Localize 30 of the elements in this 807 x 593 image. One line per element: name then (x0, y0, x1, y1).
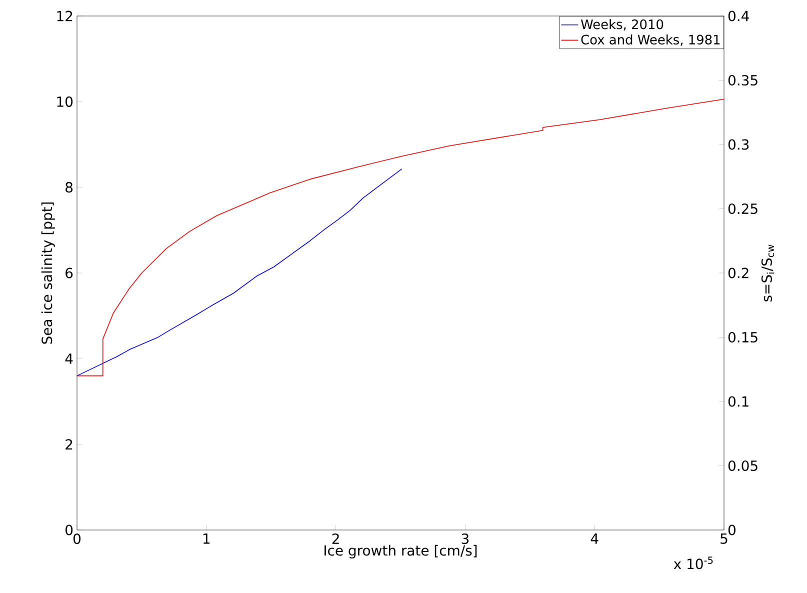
x-tick-label: 1 (203, 534, 210, 544)
y-tick-label: 12 (57, 10, 72, 22)
x-tick-label: 4 (590, 534, 598, 544)
legend-label: Cox and Weeks, 1981 (581, 34, 720, 46)
y2-axis-title: s=S$_{i}$/S$_{cw}$ (761, 244, 774, 302)
y-tick-label: 8 (66, 182, 73, 193)
y-tick-label: 4 (65, 354, 73, 364)
line-series (76, 98, 724, 376)
x-axis-title: Ice growth rate [cm/s] (324, 544, 477, 558)
legend-label: Weeks, 2010 (580, 19, 664, 31)
y2-tick-label: 0 (728, 524, 736, 536)
y-tick-label: 2 (66, 439, 72, 450)
x-tick-label: 3 (462, 534, 469, 544)
y2-tick-label: 0.25 (728, 203, 758, 214)
x-tick-label: 0 (73, 534, 81, 544)
y2-tick-label: 0.15 (728, 332, 758, 343)
y-tick-label: 6 (66, 268, 73, 278)
x-tick-label: 5 (720, 534, 728, 544)
y2-tick-label: 0.1 (728, 396, 748, 407)
y2-tick-label: 0.05 (728, 460, 758, 472)
y-tick-label: 0 (66, 524, 73, 536)
y-tick-label: 10 (57, 96, 73, 107)
y2-tick-label: 0.4 (728, 10, 749, 22)
y-axis-title: Sea ice salinity [ppt] (41, 202, 55, 344)
text: x 10$^{-5}$ (674, 556, 713, 570)
y2-tick-label: 0.2 (728, 268, 748, 278)
line-series (76, 168, 402, 376)
y2-tick-label: 0.35 (728, 74, 758, 86)
x-tick-label: 2 (332, 534, 339, 544)
y2-tick-label: 0.3 (728, 139, 749, 150)
